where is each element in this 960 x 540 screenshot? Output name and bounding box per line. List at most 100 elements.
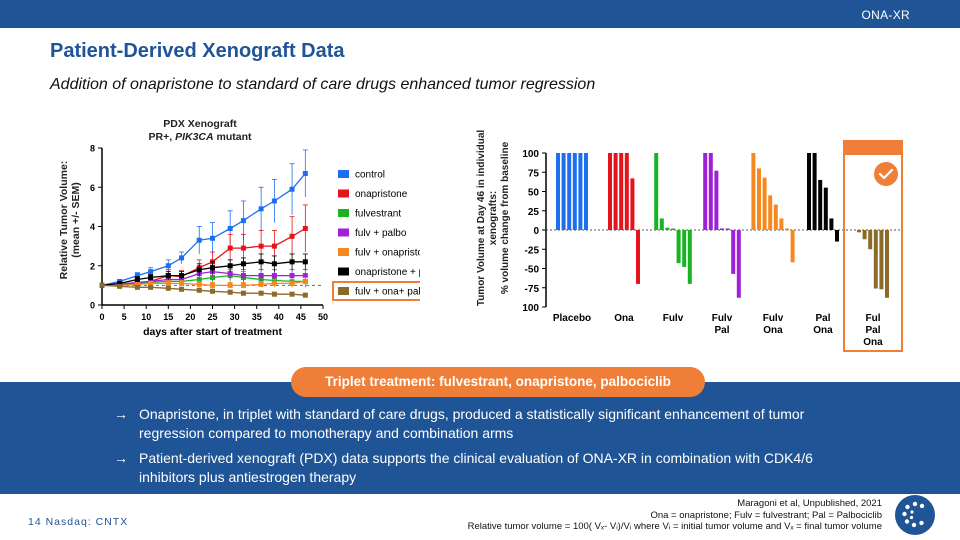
legend-label: onapristone + palbo: [355, 267, 420, 278]
check-icon: [878, 168, 894, 180]
data-point: [134, 276, 140, 282]
data-point: [289, 186, 295, 192]
group-label: Ona: [863, 337, 883, 348]
bar: [630, 178, 635, 230]
data-point: [240, 261, 246, 267]
bar: [768, 195, 773, 230]
line-chart-y-label: Relative Tumor Volume: (mean +/- SEM): [58, 155, 82, 285]
group-label: Fulv: [663, 313, 684, 324]
bar: [879, 230, 884, 290]
data-point: [240, 245, 246, 251]
legend-swatch: [338, 209, 349, 217]
bar: [773, 204, 778, 230]
bar: [619, 153, 624, 230]
group-label: Pal: [815, 313, 830, 324]
bar: [751, 153, 756, 230]
data-point: [227, 289, 233, 295]
bar: [807, 153, 811, 230]
bar: [636, 230, 640, 284]
data-point: [271, 243, 277, 249]
data-point: [227, 271, 233, 277]
bar: [608, 153, 612, 230]
summary-band: [0, 382, 960, 494]
footnotes: Maragoni et al, Unpublished, 2021 Ona = …: [468, 498, 882, 533]
bar: [556, 153, 560, 230]
legend-label: control: [355, 170, 385, 181]
data-point: [165, 273, 171, 279]
y-tick-label: 0: [90, 301, 95, 311]
bar: [572, 153, 577, 230]
bar: [818, 179, 823, 230]
check-badge-icon: [874, 162, 898, 186]
data-point: [302, 273, 308, 279]
data-point: [258, 290, 264, 296]
data-point: [302, 171, 308, 177]
y-tick-label: 50: [528, 188, 540, 199]
data-point: [148, 269, 154, 275]
product-tag: ONA-XR: [861, 8, 910, 22]
x-axis-label: days after start of treatment: [143, 326, 282, 338]
data-point: [179, 273, 185, 279]
data-point: [302, 259, 308, 265]
bar: [624, 153, 629, 230]
data-point: [134, 284, 140, 290]
page-subtitle: Addition of onapristone to standard of c…: [50, 76, 596, 93]
data-point: [196, 237, 202, 243]
bar: [714, 170, 719, 230]
bullet-2: → Patient-derived xenograft (PDX) data s…: [114, 449, 834, 487]
data-point: [289, 259, 295, 265]
bar: [736, 230, 741, 298]
bar: [857, 230, 861, 233]
arrow-icon: →: [114, 450, 128, 466]
data-point: [227, 282, 233, 288]
data-point: [148, 280, 154, 286]
legend-label: fulv + ona+ palbo: [355, 287, 420, 298]
data-point: [240, 218, 246, 224]
bar: [873, 230, 878, 289]
footnote-ref: Maragoni et al, Unpublished, 2021: [737, 498, 882, 509]
bar: [757, 168, 761, 230]
footnote-formula: Relative tumor volume = 100( Vₓ- Vᵢ)/Vᵢ …: [467, 521, 882, 532]
y-tick-label: 2: [90, 261, 95, 271]
bar: [567, 153, 572, 230]
data-point: [227, 245, 233, 251]
data-point: [134, 273, 140, 279]
data-point: [196, 281, 202, 287]
y-tick-label: -75: [525, 284, 540, 295]
group-label: Ona: [763, 325, 783, 336]
legend-highlight-box: [332, 281, 420, 301]
bar: [654, 153, 659, 230]
x-tick-label: 50: [318, 312, 328, 322]
bar: [785, 228, 789, 230]
arrow-icon: →: [114, 406, 128, 422]
title-suffix: mutant: [213, 131, 252, 143]
group-label: Fulv: [712, 313, 733, 324]
x-tick-label: 25: [207, 312, 217, 322]
line-chart-title-line1: PDX Xenograft: [163, 118, 237, 130]
bar: [703, 153, 708, 230]
data-point: [99, 282, 105, 288]
data-point: [148, 284, 154, 290]
data-point: [134, 281, 140, 287]
highlight-header-box: [844, 140, 902, 155]
data-point: [148, 275, 154, 281]
top-bar: ONA-XR: [0, 0, 960, 28]
data-point: [258, 273, 264, 279]
company-logo-icon: [895, 495, 935, 535]
data-point: [227, 263, 233, 269]
data-point: [117, 283, 123, 289]
data-point: [196, 267, 202, 273]
data-point: [240, 282, 246, 288]
bar: [829, 218, 834, 230]
y-tick-label: 100: [522, 303, 539, 314]
highlight-group-box: [843, 140, 903, 352]
bar-y-label-line1: Tumor Volume at Day 46 in individual: [476, 129, 487, 307]
footnote-abbrev: Ona = onapristone; Fulv = fulvestrant; P…: [650, 509, 882, 521]
data-point: [302, 292, 308, 298]
data-point: [165, 285, 171, 291]
data-point: [240, 290, 246, 296]
bar: [720, 228, 724, 230]
data-point: [117, 280, 123, 286]
legend-label: fulv + onapristone: [355, 248, 420, 259]
group-label: Ona: [813, 325, 833, 336]
